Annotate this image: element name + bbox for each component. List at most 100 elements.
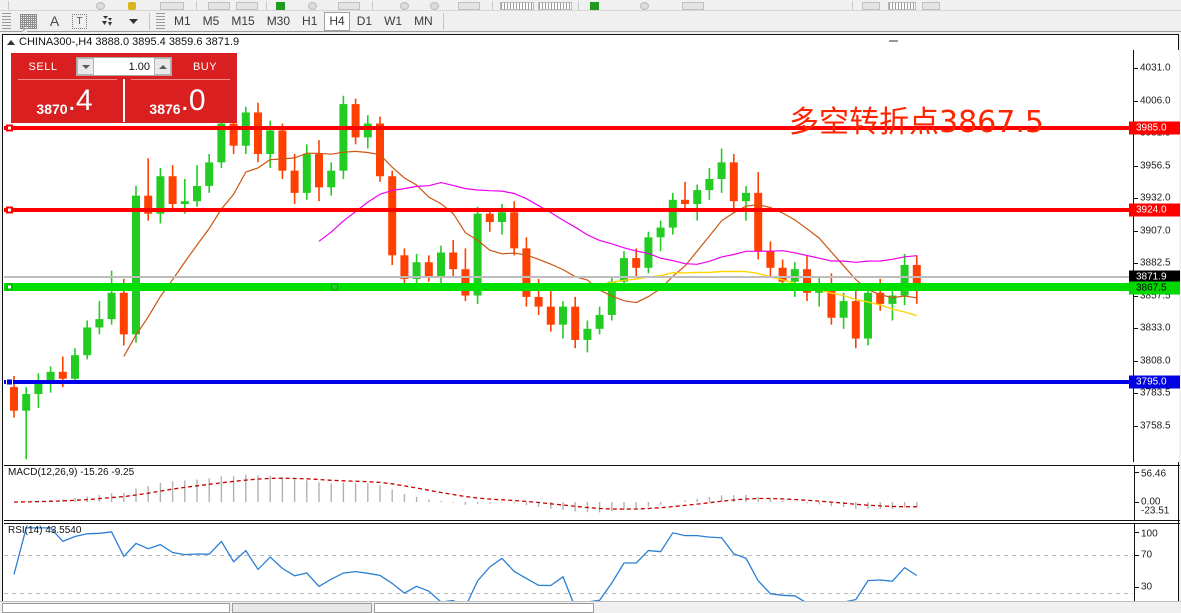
minimize-icon[interactable] bbox=[889, 39, 898, 42]
toolbar-hatch-3[interactable] bbox=[888, 2, 916, 10]
oct-header-row: SELL 1.00 BUY bbox=[12, 54, 236, 79]
buy-button[interactable]: 3876 .0 bbox=[125, 79, 236, 122]
price-plot-area[interactable] bbox=[4, 50, 1133, 462]
chart-title-bar: CHINA300-,H4 3888.0 3895.4 3859.6 3871.9 bbox=[3, 35, 1178, 49]
macd-tick-label: 0.00 bbox=[1141, 496, 1161, 508]
toolbar-chip-2[interactable] bbox=[208, 2, 230, 10]
toolbar-round-icon-1[interactable] bbox=[96, 2, 105, 10]
chart-tabs-taskbar bbox=[0, 601, 1181, 613]
timeframe-d1[interactable]: D1 bbox=[356, 14, 373, 28]
price-axis[interactable]: 4031.0 4006.0 3981.5 3956.5 3932.0 3907.… bbox=[1129, 50, 1180, 462]
toolbar-chip-8[interactable] bbox=[922, 2, 940, 10]
price-tick-label: 3907.0 bbox=[1140, 225, 1171, 237]
rsi-tick-label: 30 bbox=[1141, 581, 1153, 593]
price-tick-label: 4006.0 bbox=[1140, 95, 1171, 107]
price-tick-label: 3758.5 bbox=[1140, 420, 1171, 432]
toolbar-grip-2[interactable] bbox=[156, 12, 165, 30]
rsi-tick-label: 70 bbox=[1141, 549, 1153, 561]
macd-axis: 56.46 0.00 -23.51 bbox=[1134, 466, 1180, 520]
sell-button[interactable]: 3870 .4 bbox=[12, 79, 123, 122]
price-tick-label: 3783.5 bbox=[1140, 387, 1171, 399]
timeframe-toolbar: A T M1 M5 M15 M30 H1 H4 bbox=[0, 11, 1181, 33]
macd-subwindow: MACD(12,26,9) -15.26 -9.25 56.46 0.00 -2… bbox=[4, 465, 1180, 521]
macd-plot-area[interactable] bbox=[4, 466, 1133, 520]
chart-title-text: CHINA300-,H4 3888.0 3895.4 3859.6 3871.9 bbox=[19, 36, 240, 48]
price-label-3795[interactable]: 3795.0 bbox=[1129, 375, 1180, 389]
macd-tick-label: -23.51 bbox=[1141, 505, 1170, 517]
timeframe-h4[interactable]: H4 bbox=[324, 11, 350, 31]
volume-value[interactable]: 1.00 bbox=[128, 60, 150, 73]
price-label-3985[interactable]: 3985.0 bbox=[1129, 121, 1180, 135]
toolbar-round-icon-3[interactable] bbox=[400, 2, 409, 10]
oct-price-row: 3870 .4 3876 .0 bbox=[12, 79, 236, 122]
rsi-label: RSI(14) 43.5540 bbox=[8, 525, 82, 536]
toolbar-hatch-1[interactable] bbox=[500, 2, 534, 10]
text-A-icon[interactable]: A bbox=[44, 12, 65, 31]
timeframe-m15[interactable]: M15 bbox=[231, 14, 255, 28]
top-toolbar-strip bbox=[0, 0, 1181, 11]
buy-label[interactable]: BUY bbox=[192, 60, 218, 73]
sell-price-decimal: .4 bbox=[67, 83, 93, 117]
toolbar-light-icon[interactable] bbox=[128, 2, 136, 10]
chart-tab-3[interactable] bbox=[374, 603, 594, 613]
toolbar-chip-3[interactable] bbox=[236, 2, 258, 10]
price-label-3924[interactable]: 3924.0 bbox=[1129, 203, 1180, 217]
candlestick-series bbox=[10, 95, 921, 460]
volume-decrement-icon[interactable] bbox=[77, 58, 94, 75]
volume-stepper[interactable]: 1.00 bbox=[76, 57, 172, 76]
timeframe-buttons: M1 M5 M15 M30 H1 H4 D1 W1 MN bbox=[168, 11, 439, 31]
toolbar-grip-1[interactable] bbox=[2, 12, 11, 30]
timeframe-h1[interactable]: H1 bbox=[302, 14, 318, 28]
rsi-axis: 100 70 30 0 bbox=[1134, 524, 1180, 613]
chart-window: CHINA300-,H4 3888.0 3895.4 3859.6 3871.9… bbox=[2, 34, 1180, 613]
toolbar-start-icon[interactable] bbox=[276, 2, 285, 10]
price-tick-label: 4031.0 bbox=[1140, 62, 1171, 74]
price-tick-label: 3882.5 bbox=[1140, 257, 1171, 269]
timeframe-w1[interactable]: W1 bbox=[384, 14, 403, 28]
toolbar-round-icon-4[interactable] bbox=[430, 2, 439, 10]
timeframe-m5[interactable]: M5 bbox=[202, 14, 220, 28]
toolbar-chip-1[interactable] bbox=[160, 2, 184, 10]
sell-label[interactable]: SELL bbox=[28, 60, 58, 73]
buy-price-decimal: .0 bbox=[180, 83, 206, 117]
buy-price-integer: 3876 bbox=[149, 101, 181, 117]
text-label-glyph: T bbox=[72, 13, 87, 29]
toolbar-round-icon-2[interactable] bbox=[308, 2, 317, 10]
expand-triangle-icon[interactable] bbox=[7, 39, 15, 45]
dropdown-arrow-icon[interactable] bbox=[123, 12, 144, 31]
price-tick-label: 3808.0 bbox=[1140, 355, 1171, 367]
toolbar-chip-5[interactable] bbox=[458, 2, 480, 10]
volume-increment-icon[interactable] bbox=[154, 58, 171, 75]
arrows-glyph bbox=[99, 14, 116, 29]
toolbar-chip-4[interactable] bbox=[338, 2, 360, 10]
timeframe-m30[interactable]: M30 bbox=[266, 14, 291, 28]
rsi-tick-label: 100 bbox=[1141, 528, 1158, 540]
toolbar-chip-7[interactable] bbox=[862, 2, 880, 10]
price-label-3867[interactable]: 3867.5 bbox=[1129, 281, 1180, 295]
price-tick-label: 3857.5 bbox=[1140, 290, 1171, 302]
toolbar-green-icon-2[interactable] bbox=[590, 2, 599, 10]
text-A-glyph: A bbox=[49, 13, 60, 29]
price-tick-label: 3932.0 bbox=[1140, 192, 1171, 204]
toolbar-chip-6[interactable] bbox=[682, 2, 704, 10]
toolbar-hatch-2[interactable] bbox=[538, 2, 572, 10]
chart-tab-1[interactable] bbox=[2, 603, 230, 613]
rsi-plot-area[interactable] bbox=[4, 524, 1133, 613]
price-tick-label: 3956.5 bbox=[1140, 160, 1171, 172]
indicators-icon[interactable] bbox=[94, 12, 121, 31]
chart-tab-2[interactable] bbox=[232, 603, 372, 613]
timeframe-m1[interactable]: M1 bbox=[174, 14, 191, 28]
chart-annotation: 多空转折点3867.5 bbox=[789, 105, 1044, 140]
oct-divider bbox=[123, 79, 125, 122]
text-label-icon[interactable]: T bbox=[67, 12, 92, 31]
rsi-series bbox=[4, 527, 1133, 609]
toolbar-round-icon-5[interactable] bbox=[640, 2, 649, 10]
timeframe-mn[interactable]: MN bbox=[414, 14, 433, 28]
sell-price-integer: 3870 bbox=[36, 101, 68, 117]
macd-series bbox=[13, 474, 918, 513]
crosshair-f-icon[interactable] bbox=[15, 12, 42, 33]
price-tick-label: 3833.0 bbox=[1140, 322, 1171, 334]
price-label-current: 3871.9 bbox=[1129, 270, 1180, 284]
macd-label: MACD(12,26,9) -15.26 -9.25 bbox=[8, 467, 135, 478]
